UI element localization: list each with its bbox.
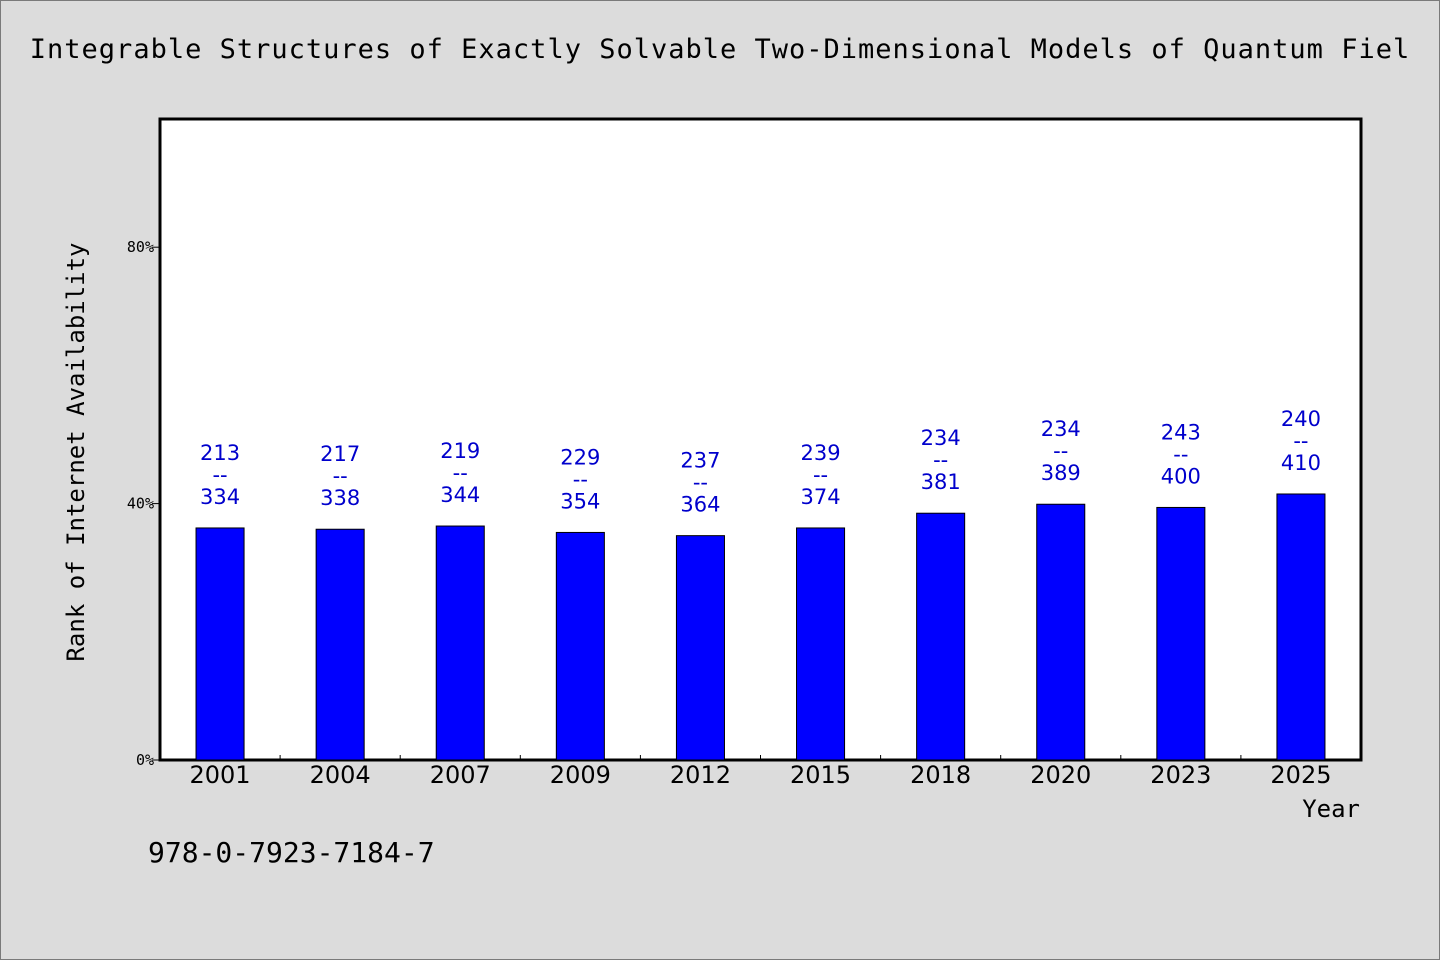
bar-2020 — [1036, 503, 1086, 761]
x-tick-label: 2009 — [550, 761, 611, 789]
y-axis-title: Rank of Internet Availability — [62, 242, 90, 661]
x-tick-label: 2018 — [910, 761, 971, 789]
bar-label-top: 219 — [440, 439, 480, 463]
bar-label-separator: -- — [1293, 429, 1308, 453]
bar-label-separator: -- — [1053, 439, 1068, 463]
bar-label-top: 234 — [1041, 417, 1081, 441]
bar-label-bottom: 338 — [320, 486, 360, 510]
bar-label-separator: -- — [333, 464, 348, 488]
bar-label-top: 213 — [200, 441, 240, 465]
bar-2007 — [435, 525, 485, 761]
bar-label-top: 229 — [560, 445, 600, 469]
bar-label-separator: -- — [813, 463, 828, 487]
bar-label-bottom: 354 — [560, 489, 600, 513]
bar-label-top: 234 — [921, 426, 961, 450]
y-tick-label: 40% — [127, 495, 154, 513]
bar-2004 — [315, 528, 365, 761]
x-tick-label: 2020 — [1030, 761, 1091, 789]
bar-2018 — [916, 512, 966, 761]
bar-label-separator: -- — [693, 471, 708, 495]
y-tick-label: 80% — [127, 238, 154, 256]
bar-label-separator: -- — [573, 467, 588, 491]
bar-label-top: 237 — [680, 449, 720, 473]
bar-label-bottom: 400 — [1161, 464, 1201, 488]
bar-2009 — [555, 531, 605, 761]
bar-label-top: 240 — [1281, 407, 1321, 431]
x-tick-label: 2025 — [1270, 761, 1331, 789]
bar-2015 — [796, 527, 846, 761]
bar-label-bottom: 374 — [801, 485, 841, 509]
x-tick-label: 2023 — [1150, 761, 1211, 789]
bar-label-bottom: 381 — [921, 470, 961, 494]
bar-label-top: 243 — [1161, 420, 1201, 444]
bar-label-separator: -- — [453, 461, 468, 485]
bar-label-bottom: 364 — [680, 493, 720, 517]
bar-2012 — [675, 535, 725, 761]
bar-label-top: 239 — [801, 441, 841, 465]
chart-title: Integrable Structures of Exactly Solvabl… — [29, 34, 1411, 65]
bar-label-bottom: 410 — [1281, 451, 1321, 475]
x-tick-label: 2004 — [310, 761, 371, 789]
bar-label-separator: -- — [1173, 442, 1188, 466]
bar-label-separator: -- — [212, 463, 227, 487]
bar-label-top: 217 — [320, 442, 360, 466]
bar-2001 — [195, 527, 245, 761]
x-axis-title: Year — [1302, 795, 1360, 823]
x-tick-label: 2007 — [430, 761, 491, 789]
x-tick-label: 2015 — [790, 761, 851, 789]
bar-2025 — [1276, 493, 1326, 761]
bar-2023 — [1156, 506, 1206, 761]
x-tick-label: 2012 — [670, 761, 731, 789]
y-tick-label: 0% — [136, 751, 154, 769]
footer-code: 978-0-7923-7184-7 — [148, 836, 435, 869]
bar-label-bottom: 389 — [1041, 461, 1081, 485]
bar-label-bottom: 334 — [200, 485, 240, 509]
bar-label-separator: -- — [933, 448, 948, 472]
x-tick-label: 2001 — [190, 761, 251, 789]
bar-label-bottom: 344 — [440, 483, 480, 507]
